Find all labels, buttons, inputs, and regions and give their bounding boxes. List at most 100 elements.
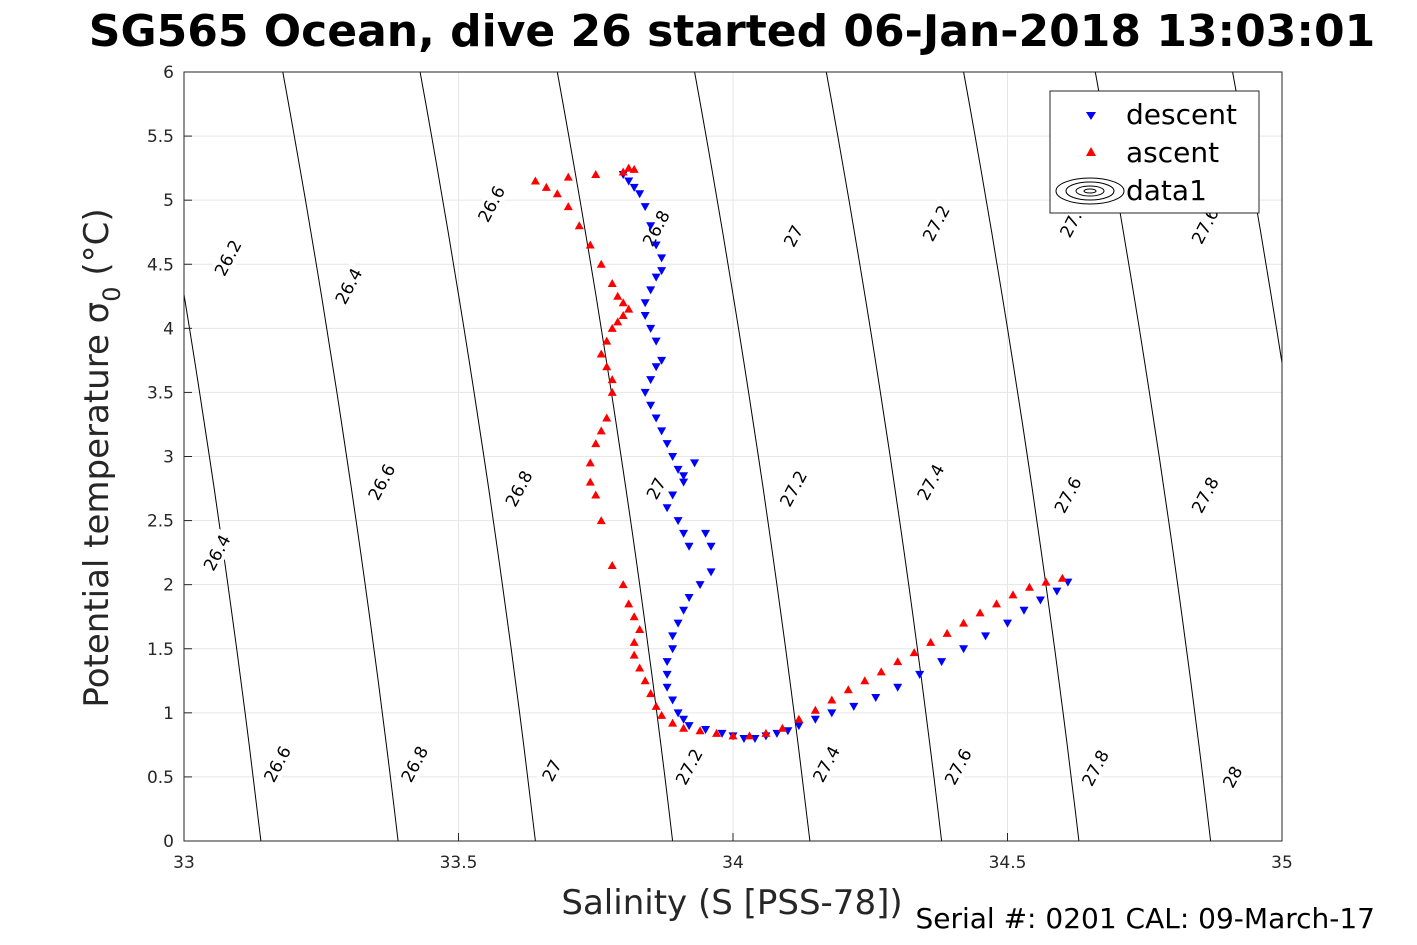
ascent-point — [777, 723, 787, 732]
descent-point — [662, 683, 672, 692]
contour-label-bg — [532, 746, 571, 795]
ascent-point — [607, 387, 617, 396]
ascent-point — [602, 336, 612, 345]
descent-point — [717, 729, 727, 738]
descent-point — [690, 459, 700, 468]
ascent-point — [596, 426, 606, 435]
contour-label-bg — [774, 211, 813, 261]
descent-point — [706, 568, 716, 577]
descent-point — [739, 734, 749, 743]
ascent-point — [602, 413, 612, 422]
y-tick-label: 1.5 — [147, 640, 174, 660]
ascent-point — [624, 304, 634, 313]
ascent-point — [810, 705, 820, 714]
descent-point — [651, 363, 661, 372]
descent-point — [1003, 619, 1012, 628]
y-tick-label: 0.5 — [147, 768, 174, 788]
descent-point — [679, 529, 689, 538]
descent-point — [640, 388, 650, 397]
descent-point — [640, 203, 650, 212]
legend-label-descent: descent — [1126, 98, 1237, 131]
ascent-point — [602, 362, 612, 371]
ascent-point — [607, 323, 617, 332]
ascent-point — [893, 657, 903, 666]
descent-point — [624, 177, 634, 186]
descent-point — [629, 183, 639, 192]
descent-point — [668, 632, 678, 641]
ascent-point — [607, 278, 617, 287]
descent-point — [668, 696, 678, 705]
contour-label-bg — [1213, 752, 1252, 802]
ascent-point — [744, 731, 754, 740]
descent-point — [673, 517, 683, 526]
series-ascent — [530, 163, 1067, 740]
density-contour-line — [963, 72, 1080, 841]
descent-point — [640, 299, 650, 308]
y-tick-label: 2 — [163, 576, 174, 596]
contour-label-bg — [911, 458, 950, 507]
descent-point — [893, 683, 903, 692]
contour-label-bg — [208, 233, 248, 282]
descent-point — [657, 254, 667, 263]
y-tick-label: 6 — [163, 63, 174, 83]
descent-point — [849, 702, 859, 711]
ascent-point — [657, 710, 667, 719]
grid-lines — [183, 71, 1283, 842]
ascent-point — [585, 458, 595, 467]
ascent-point — [596, 349, 606, 358]
descent-point — [646, 286, 656, 295]
ascent-point — [959, 618, 969, 627]
ascent-point — [552, 189, 562, 198]
y-axis-ticks: 0 0.5 1 1.5 2 2.5 3 3.5 4 4.5 5 5.5 6 — [147, 63, 192, 852]
descent-point — [1035, 596, 1045, 605]
descent-point — [668, 491, 678, 500]
ascent-point — [618, 580, 628, 589]
ascent-point — [827, 695, 837, 704]
ascent-point — [596, 259, 606, 268]
ascent-point — [843, 685, 853, 694]
legend-label-ascent: ascent — [1126, 136, 1219, 169]
ascent-point — [651, 701, 661, 710]
density-contour-line — [556, 72, 674, 841]
y-tick-label: 1 — [163, 704, 174, 724]
ascent-point — [860, 676, 870, 685]
ascent-point — [624, 599, 634, 608]
ascent-point — [975, 608, 985, 617]
ascent-point — [635, 663, 645, 672]
descent-point — [662, 670, 672, 679]
descent-point — [1052, 587, 1062, 596]
legend-marker-descent — [1086, 112, 1096, 120]
contour-label-bg — [636, 464, 676, 513]
ascent-point — [695, 726, 705, 735]
descent-point — [701, 725, 711, 734]
descent-point — [810, 715, 820, 724]
contour-label-bg — [472, 179, 511, 229]
ascent-point — [761, 728, 771, 737]
ascent-point — [563, 202, 573, 211]
contour-label-bg — [938, 742, 978, 791]
contour-label-bg — [362, 458, 401, 507]
contour-label-bg — [1185, 201, 1225, 250]
ascent-point — [629, 637, 639, 646]
y-axis-label-subscript: 0 — [98, 286, 126, 301]
contour-label-bg — [669, 742, 709, 791]
density-contour-line — [694, 72, 811, 841]
legend-marker-ascent — [1086, 147, 1096, 156]
ascent-point — [679, 723, 689, 732]
ascent-point — [1008, 590, 1018, 599]
descent-point — [794, 722, 804, 731]
descent-point — [646, 324, 656, 333]
descent-point — [706, 542, 716, 551]
descent-point — [827, 709, 837, 718]
contour-label-bg — [1076, 743, 1115, 793]
x-tick-label: 34 — [722, 853, 744, 873]
ascent-point — [909, 648, 919, 657]
descent-point — [783, 727, 793, 736]
contour-label-bg — [807, 739, 846, 789]
density-contour-line — [1370, 72, 1417, 841]
contour-label-bg — [258, 739, 297, 789]
ascent-point — [942, 628, 952, 637]
descent-point — [651, 241, 661, 250]
ascent-point — [585, 477, 595, 486]
